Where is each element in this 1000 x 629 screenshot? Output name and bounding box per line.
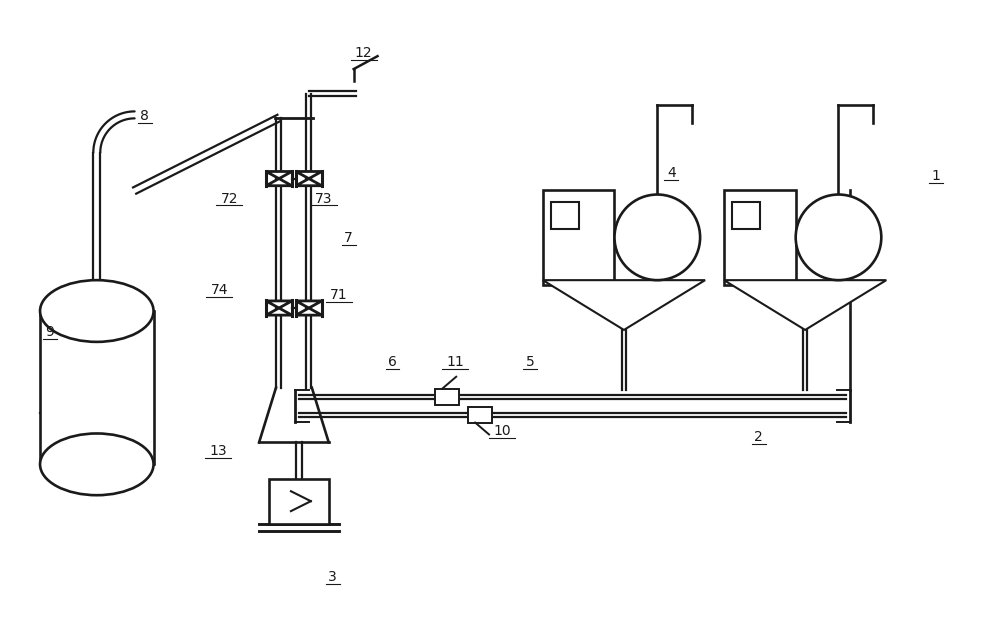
Bar [543,189,614,285]
Polygon shape [266,308,292,315]
Text: 8: 8 [140,109,149,123]
Polygon shape [296,301,322,308]
Bar [551,201,579,230]
Text: 12: 12 [355,46,372,60]
Circle shape [614,194,700,280]
Text: 5: 5 [525,355,534,369]
Bar [40,311,154,464]
Polygon shape [543,280,705,330]
Circle shape [796,194,881,280]
Text: 9: 9 [46,325,54,339]
Text: 74: 74 [210,283,228,297]
Text: 1: 1 [932,169,941,182]
Text: 10: 10 [493,425,511,438]
Polygon shape [296,179,322,186]
Text: 4: 4 [667,165,676,180]
Text: 2: 2 [754,430,763,445]
Text: 3: 3 [328,570,337,584]
Bar [435,389,459,404]
Polygon shape [296,172,322,179]
Text: 6: 6 [388,355,397,369]
Text: 7: 7 [344,231,353,245]
Bar [724,189,796,285]
Bar [468,406,492,423]
Text: 11: 11 [446,355,464,369]
Bar [269,479,329,524]
Text: 73: 73 [315,191,333,206]
Text: 71: 71 [330,288,348,302]
Polygon shape [724,280,886,330]
Polygon shape [266,301,292,308]
Ellipse shape [40,280,154,342]
Polygon shape [296,308,322,315]
Polygon shape [266,172,292,179]
Polygon shape [266,179,292,186]
Text: 72: 72 [220,191,238,206]
Bar [732,201,760,230]
Ellipse shape [40,433,154,495]
Text: 13: 13 [209,445,227,459]
